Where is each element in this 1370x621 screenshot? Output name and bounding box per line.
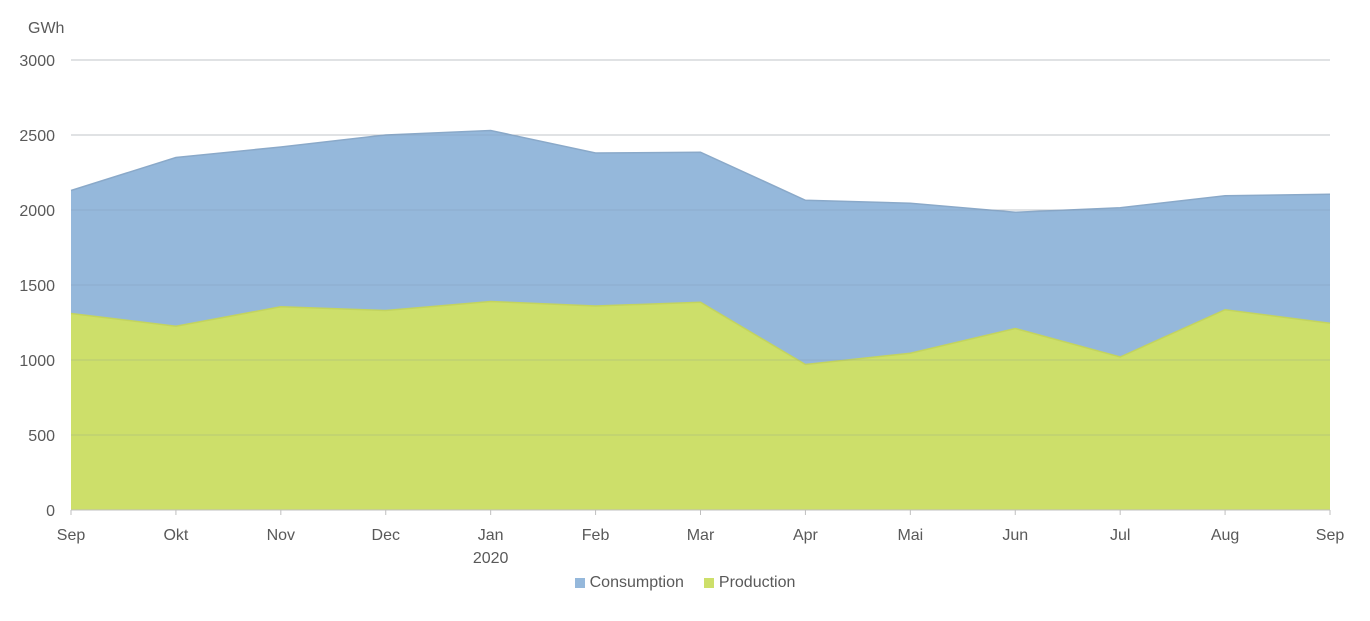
x-tick-label-4: Jan: [478, 527, 504, 544]
y-axis-unit-label: GWh: [28, 20, 64, 37]
x-tick-label-6: Mar: [687, 527, 715, 544]
x-tick-label-12: Sep: [1316, 527, 1345, 544]
x-tick-label-7: Apr: [793, 527, 819, 544]
x-tick-label-0: Sep: [57, 527, 86, 544]
y-tick-label-500: 500: [28, 428, 55, 445]
x-tick-label-9: Jun: [1002, 527, 1028, 544]
y-tick-label-3000: 3000: [19, 53, 55, 70]
area-edge-production: [70, 300, 1331, 366]
y-tick-label-2000: 2000: [19, 203, 55, 220]
legend-swatch-consumption: [574, 578, 585, 588]
x-tick-label-3: Dec: [372, 527, 400, 544]
legend: Consumption Production: [0, 574, 1370, 592]
legend-label-production: Production: [718, 574, 796, 591]
axes: 0 500 1000 1500 2000 2500 3000 Sep Okt Nov Dec Jan F…: [19, 53, 1344, 567]
series-areas: [70, 59, 1331, 510]
x-tick-label-10: Jul: [1110, 527, 1130, 544]
x-tick-label-5: Feb: [582, 527, 610, 544]
legend-item-consumption: Consumption: [574, 574, 684, 592]
legend-item-production: Production: [703, 574, 796, 592]
x-year-label: 2020: [473, 550, 509, 567]
y-tick-label-0: 0: [46, 503, 55, 520]
x-tick-label-8: Mai: [897, 527, 923, 544]
area-edge-consumption: [70, 129, 1331, 214]
y-tick-label-1500: 1500: [19, 278, 55, 295]
x-tick-label-1: Okt: [163, 527, 188, 544]
legend-swatch-production: [703, 578, 714, 588]
legend-label-consumption: Consumption: [589, 574, 684, 591]
x-tick-label-2: Nov: [267, 527, 295, 544]
y-tick-label-1000: 1000: [19, 353, 55, 370]
area-production: [71, 301, 1330, 510]
y-tick-label-2500: 2500: [19, 128, 55, 145]
x-tick-label-11: Aug: [1211, 527, 1239, 544]
